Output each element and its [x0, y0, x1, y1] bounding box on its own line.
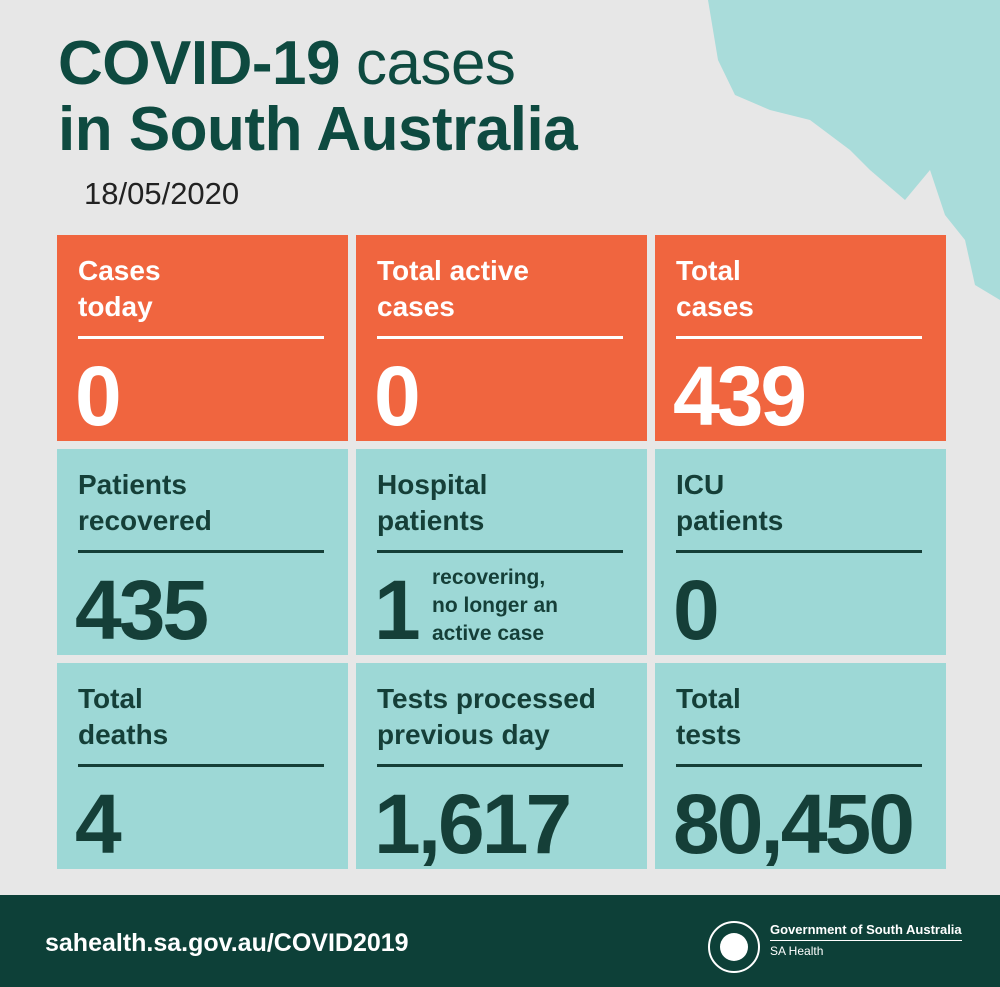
tile-label: Hospital — [377, 469, 488, 500]
url: sahealth.sa.gov.au/COVID2019 — [45, 929, 409, 957]
stat-tile: Total active cases 0 — [356, 235, 647, 443]
tile-label: deaths — [78, 719, 169, 750]
stat-tile: Hospital patients 1 recovering, no longer an… — [356, 449, 647, 657]
tile-rule — [78, 550, 324, 553]
tile-value: 1,617 — [374, 777, 572, 871]
seal — [708, 921, 760, 973]
tile-value: 0 — [75, 349, 122, 443]
title-word: in South Australia — [58, 95, 578, 164]
tile-label: previous day — [377, 719, 550, 750]
stat-tile: Cases today 0 — [57, 235, 348, 443]
tile-note: no longer an — [432, 594, 558, 617]
tile-label: Total — [676, 255, 741, 286]
tile-label: Tests processed — [377, 683, 596, 714]
tile-rule — [78, 336, 324, 339]
stat-tile: Patients recovered 435 — [57, 449, 348, 657]
tile-label: ICU — [676, 469, 725, 500]
tile-label: cases — [676, 291, 754, 322]
tile-label: recovered — [78, 505, 212, 536]
tile-rule — [676, 550, 922, 553]
footer: sahealth.sa.gov.au/COVID2019 Government … — [0, 895, 1000, 987]
stat-tile: Total tests 80,450 — [655, 663, 946, 871]
tile-value: 80,450 — [673, 777, 915, 871]
tile-label: Total — [676, 683, 741, 714]
tile-rule — [676, 336, 922, 339]
tile-label: Total — [78, 683, 143, 714]
tile-value: 1 — [374, 563, 421, 657]
stat-tile: Total deaths 4 — [57, 663, 348, 871]
tile-label: Total active — [377, 255, 529, 286]
tile-label: Patients — [78, 469, 187, 500]
tile-value: 439 — [673, 349, 807, 443]
tile-note: recovering, — [432, 566, 546, 589]
map-shape — [708, 0, 1000, 300]
tile-rule — [377, 764, 623, 767]
tile-label: patients — [377, 505, 485, 536]
tile-note: active case — [432, 622, 545, 645]
tile-rule — [676, 764, 922, 767]
tile-rule — [377, 336, 623, 339]
tile-label: Cases — [78, 255, 161, 286]
stat-tile: Total cases 439 — [655, 235, 946, 443]
title-word: COVID-19 — [58, 29, 340, 98]
seal-center — [720, 933, 748, 961]
title-line: in South Australia — [58, 94, 578, 165]
tile-label: tests — [676, 719, 742, 750]
stat-tile: Tests processed previous day 1,617 — [356, 663, 647, 871]
org: Government of South Australia — [770, 922, 962, 941]
tile-value: 435 — [75, 563, 209, 657]
title-word: cases — [355, 29, 516, 98]
tile-value: 0 — [374, 349, 421, 443]
title-line: COVID-19 cases — [58, 28, 516, 99]
tile-rule — [377, 550, 623, 553]
seal-ring — [708, 921, 760, 973]
stat-tile: ICU patients 0 — [655, 449, 946, 657]
dept: SA Health — [770, 944, 824, 958]
tile-value: 0 — [673, 563, 720, 657]
date: 18/05/2020 — [84, 176, 240, 211]
tile-value: 4 — [75, 777, 122, 871]
tile-label: today — [78, 291, 153, 322]
tile-rule — [78, 764, 324, 767]
tile-label: cases — [377, 291, 455, 322]
tile-label: patients — [676, 505, 784, 536]
